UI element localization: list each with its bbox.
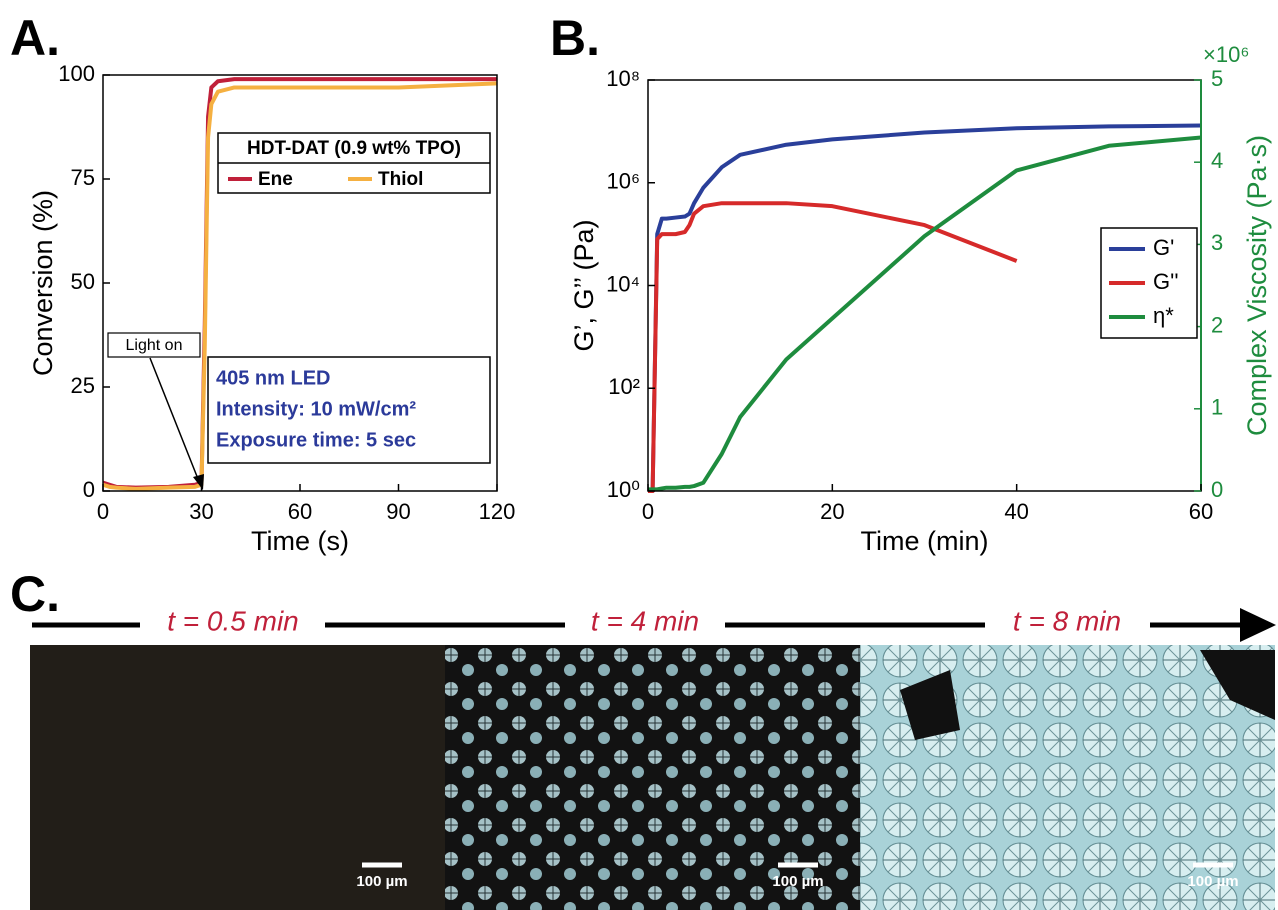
x-tick-label: 120 xyxy=(479,499,516,524)
annotation: Light on xyxy=(126,337,183,354)
y-tick-label: 50 xyxy=(71,269,95,294)
info-line: Exposure time: 5 sec xyxy=(216,429,416,451)
label-bg xyxy=(140,605,325,645)
x-tick-label: 30 xyxy=(189,499,213,524)
y2-axis-label: Complex Viscosity (Pa·s) xyxy=(1242,135,1272,436)
annotation-arrowhead xyxy=(193,474,204,490)
y-tick-label: 10⁴ xyxy=(606,271,640,296)
y2-tick-label: 0 xyxy=(1211,477,1223,502)
y2-tick-label: 5 xyxy=(1211,66,1223,91)
y2-multiplier: ×10⁶ xyxy=(1203,42,1249,67)
legend-title: HDT-DAT (0.9 wt% TPO) xyxy=(247,138,461,159)
x-tick-label: 20 xyxy=(820,499,844,524)
y2-tick-label: 4 xyxy=(1211,148,1223,173)
y-tick-label: 10² xyxy=(608,374,640,399)
scale-label: 100 µm xyxy=(1187,873,1238,890)
x-tick-label: 60 xyxy=(1189,499,1213,524)
y-tick-label: 10⁸ xyxy=(606,66,640,91)
x-axis-label: Time (min) xyxy=(861,526,989,556)
y2-tick-label: 1 xyxy=(1211,395,1223,420)
micrograph-dark xyxy=(1200,650,1275,720)
label-bg xyxy=(985,605,1150,645)
panel-label: A. xyxy=(10,10,60,66)
y-tick-label: 25 xyxy=(71,373,95,398)
micrograph xyxy=(30,645,445,910)
micrograph-dark xyxy=(900,670,960,740)
y-tick-label: 75 xyxy=(71,165,95,190)
info-line: 405 nm LED xyxy=(216,367,330,389)
series-line xyxy=(648,135,1202,492)
info-box xyxy=(207,356,491,464)
info-line: Intensity: 10 mW/cm² xyxy=(216,398,416,420)
y2-tick-label: 2 xyxy=(1211,312,1223,337)
legend-label: η* xyxy=(1153,303,1174,328)
series-line xyxy=(102,81,498,491)
panel-label: B. xyxy=(550,10,600,66)
y-tick-label: 10⁶ xyxy=(606,169,640,194)
time-label: t = 4 min xyxy=(591,605,699,636)
y-tick-label: 10⁰ xyxy=(607,477,640,502)
label-bg xyxy=(565,605,725,645)
time-label: t = 8 min xyxy=(1013,605,1121,636)
x-axis-label: Time (s) xyxy=(251,526,349,556)
time-label: t = 0.5 min xyxy=(167,605,299,636)
scale-label: 100 µm xyxy=(356,873,407,890)
annotation-arrow xyxy=(149,357,201,485)
legend-label: Ene xyxy=(258,169,293,190)
legend-label: Thiol xyxy=(378,169,423,190)
panel-label: C. xyxy=(10,566,60,622)
y-axis-label: Conversion (%) xyxy=(28,190,58,376)
series-line xyxy=(648,123,1202,493)
legend-label: G'' xyxy=(1153,269,1179,294)
annotation-box xyxy=(107,332,201,358)
y2-tick-label: 3 xyxy=(1211,230,1223,255)
series-line xyxy=(648,201,1018,493)
y-axis-label: G’, G’’ (Pa) xyxy=(569,219,599,351)
micrograph-texture xyxy=(445,645,860,910)
scale-label: 100 µm xyxy=(772,873,823,890)
x-tick-label: 40 xyxy=(1004,499,1028,524)
x-tick-label: 0 xyxy=(642,499,654,524)
x-tick-label: 90 xyxy=(386,499,410,524)
x-tick-label: 60 xyxy=(288,499,312,524)
y-tick-label: 0 xyxy=(83,477,95,502)
x-tick-label: 0 xyxy=(97,499,109,524)
legend-label: G' xyxy=(1153,235,1174,260)
timeline-arrow xyxy=(1240,608,1276,642)
y-tick-label: 100 xyxy=(58,61,95,86)
